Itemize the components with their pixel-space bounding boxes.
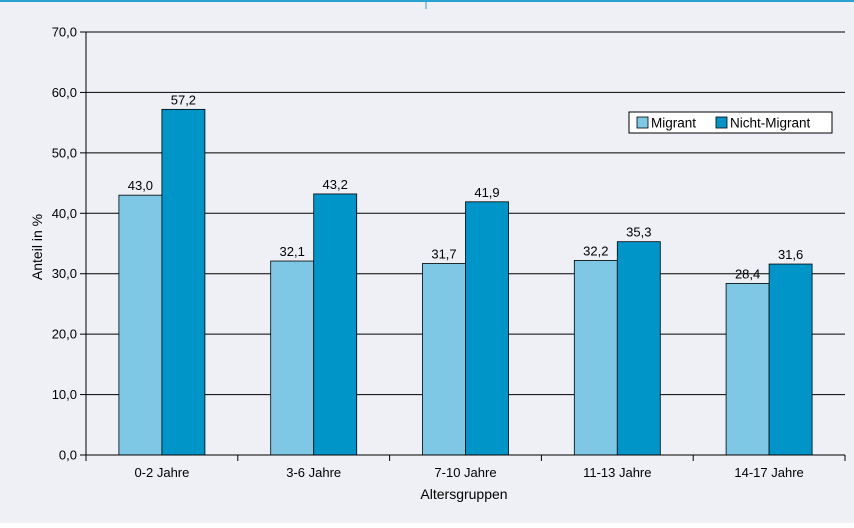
y-tick-label: 70,0: [52, 25, 77, 40]
bar-nicht-migrant-3: [465, 201, 509, 456]
bar-nicht-migrant-2: [313, 193, 358, 456]
bar-nicht-migrant-1: [161, 108, 206, 456]
y-tick-label: 10,0: [52, 387, 77, 402]
bar-migrant-3: [422, 263, 466, 456]
data-label: 57,2: [171, 92, 196, 107]
bar-nicht-migrant-5: [768, 263, 813, 456]
y-axis-title: Anteil in %: [29, 214, 45, 280]
data-label: 31,7: [431, 246, 456, 261]
bar-migrant-5: [725, 282, 770, 456]
legend-box: [628, 111, 833, 134]
data-label: 32,2: [583, 243, 608, 258]
data-label: 41,9: [474, 185, 499, 200]
tick-labels: 0,0 10,0 20,0 30,0 40,0 50,0 60,0 70,0 0-2 Jahre…: [52, 25, 804, 481]
bar-migrant-4: [573, 260, 618, 456]
x-tick-label: 3-6 Jahre: [286, 465, 341, 480]
data-label: 43,2: [323, 177, 348, 192]
x-tick-label: 11-13 Jahre: [583, 465, 651, 480]
y-tick-label: 30,0: [52, 266, 77, 281]
data-label: 28,4: [735, 266, 760, 281]
x-tick-label: 7-10 Jahre: [434, 465, 496, 480]
legend-swatch-nicht-migrant: [715, 116, 728, 129]
y-tick-label: 20,0: [52, 327, 77, 342]
y-tick-label: 40,0: [52, 206, 77, 221]
x-tick-label: 14-17 Jahre: [734, 465, 803, 480]
data-label: 35,3: [626, 225, 651, 240]
data-label: 32,1: [280, 244, 305, 259]
x-tick-label: 0-2 Jahre: [134, 465, 189, 480]
bar-migrant-1: [118, 194, 163, 456]
bar-nicht-migrant-4: [616, 241, 661, 456]
bars: [118, 108, 813, 456]
axes: [80, 31, 846, 461]
y-tick-label: 0,0: [59, 448, 77, 463]
legend-swatch-migrant: [636, 116, 649, 129]
legend: Migrant Nicht-Migrant: [628, 111, 833, 134]
data-label: 43,0: [128, 178, 153, 193]
data-label: 31,6: [778, 247, 803, 262]
x-axis-title: Altersgruppen: [420, 486, 507, 502]
y-tick-label: 50,0: [52, 145, 77, 160]
legend-label-nicht-migrant: Nicht-Migrant: [730, 116, 811, 131]
y-tick-label: 60,0: [52, 85, 77, 100]
bar-migrant-2: [270, 260, 315, 456]
legend-label-migrant: Migrant: [651, 116, 696, 131]
data-labels: 43,0 57,2 32,1 43,2 31,7 41,9 32,2 35,3 28,4 31,6: [128, 92, 804, 281]
